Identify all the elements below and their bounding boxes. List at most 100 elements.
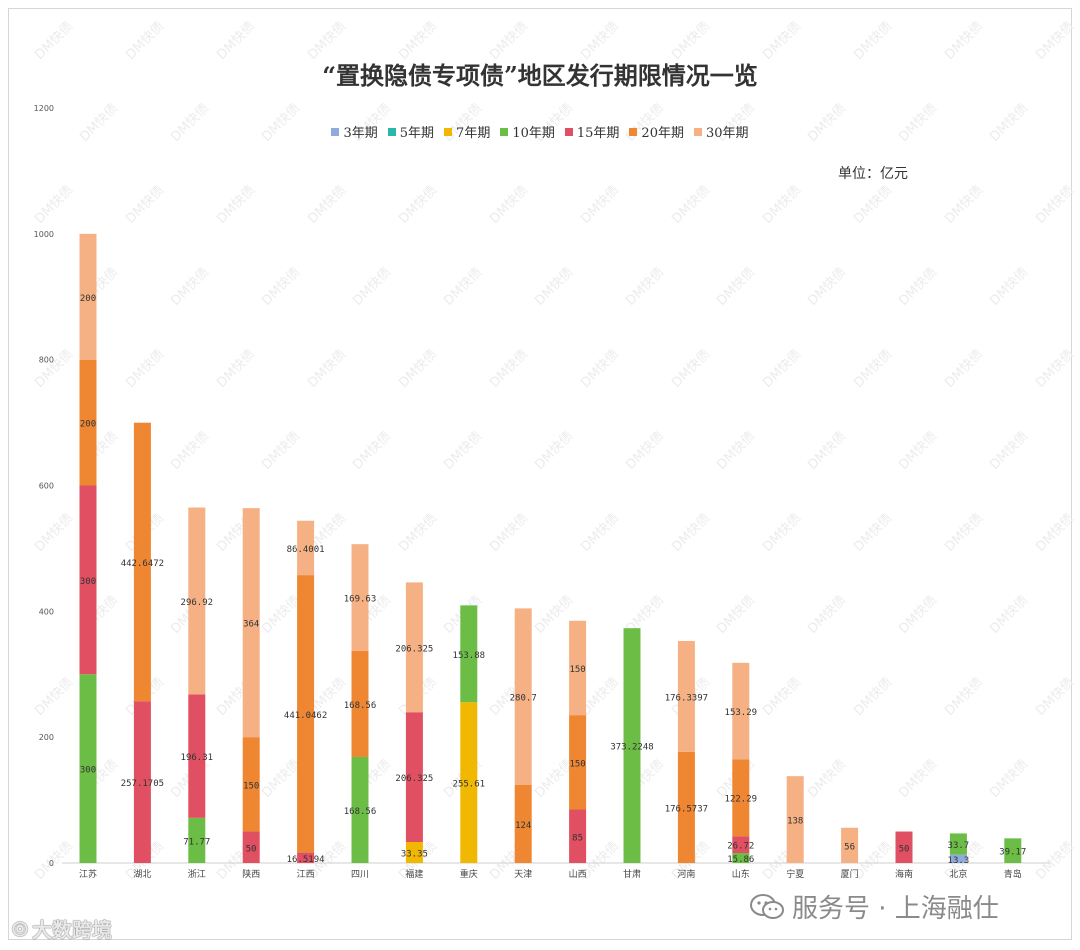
- chart-frame: [8, 8, 1072, 940]
- x-tick-label: 湖北: [133, 869, 151, 880]
- unit-label: 单位：亿元: [838, 166, 908, 182]
- data-label: 86.4001: [287, 545, 325, 555]
- bar-segment: [79, 485, 97, 675]
- legend-item: 15年期: [564, 122, 620, 141]
- bar-segment: [79, 674, 97, 863]
- data-label: 138: [787, 817, 803, 827]
- bar-segment: [732, 759, 750, 837]
- legend-item: 10年期: [500, 122, 555, 141]
- data-label: 255.61: [453, 780, 486, 790]
- legend-swatch: [387, 127, 396, 136]
- wechat-text: 服务号 · 上海融仕: [792, 894, 999, 924]
- watermark-text: DM快债: [1033, 511, 1077, 555]
- bar-segment: [677, 751, 695, 863]
- legend-label: 30年期: [705, 126, 749, 141]
- watermark-text: DM快债: [259, 593, 303, 637]
- data-label: 13.3: [948, 856, 970, 866]
- legend-item: 5年期: [387, 122, 434, 141]
- watermark-text: DM快债: [669, 511, 713, 555]
- watermark-text: DM快债: [1033, 839, 1077, 883]
- data-label: 15.86: [727, 855, 754, 865]
- bar-segment: [351, 650, 369, 757]
- legend-item: 3年期: [331, 122, 378, 141]
- bar-segment: [623, 628, 641, 863]
- data-label: 176.3397: [665, 693, 708, 703]
- x-tick-label: 江苏: [79, 868, 97, 880]
- source-logo-icon: ⦾: [12, 916, 28, 941]
- watermark-text: DM快债: [714, 593, 758, 637]
- data-label: 33.7: [948, 841, 970, 851]
- watermark-text: DM快债: [532, 265, 576, 309]
- legend-item: 30年期: [693, 122, 749, 141]
- x-tick-label: 陕西: [242, 868, 260, 880]
- data-label: 168.56: [344, 807, 377, 817]
- data-label: 300: [80, 577, 96, 587]
- source-watermark: ⦾ 大数跨境: [12, 914, 112, 943]
- bar-segment: [1004, 838, 1022, 863]
- watermark-text: DM快债: [669, 347, 713, 391]
- watermark-text: DM快债: [578, 183, 622, 227]
- y-tick-label: 800: [39, 356, 54, 365]
- watermark-text: DM快债: [987, 757, 1031, 801]
- bar-segment: [242, 737, 260, 832]
- bar-segment: [405, 712, 423, 843]
- watermark-text: DM快债: [623, 429, 667, 473]
- watermark-text: DM快债: [396, 511, 440, 555]
- data-label: 33.35: [401, 850, 428, 860]
- legend-swatch: [564, 127, 573, 136]
- watermark-text: DM快债: [851, 347, 895, 391]
- data-label: 150: [243, 781, 259, 791]
- watermark-text: DM快债: [441, 429, 485, 473]
- data-label: 85: [572, 833, 583, 843]
- legend-label: 15年期: [576, 126, 620, 141]
- x-tick-label: 青岛: [1004, 868, 1022, 880]
- watermark-text: DM快债: [214, 183, 258, 227]
- watermark-text: DM快债: [896, 429, 940, 473]
- bar-segment: [79, 233, 97, 360]
- watermark-text: DM快债: [441, 265, 485, 309]
- data-label: 200: [80, 294, 96, 304]
- x-tick-label: 河南: [677, 868, 695, 880]
- data-label: 196.31: [181, 753, 214, 763]
- data-label: 153.88: [453, 651, 486, 661]
- watermark-text: DM快债: [896, 265, 940, 309]
- watermark-text: DM快债: [760, 511, 804, 555]
- data-label: 39.17: [999, 848, 1026, 858]
- legend-item: 7年期: [444, 122, 490, 141]
- watermark-text: DM快债: [305, 347, 349, 391]
- watermark-text: DM快债: [1033, 347, 1077, 391]
- data-label: 442.6472: [121, 559, 164, 569]
- watermark-text: DM快债: [714, 429, 758, 473]
- data-label: 150: [569, 665, 585, 675]
- bar-segment: [351, 756, 369, 863]
- bar-segment: [297, 852, 315, 863]
- bar-segment: [188, 694, 206, 818]
- watermark-text: DM快债: [714, 265, 758, 309]
- wechat-badge: 服务号 · 上海融仕: [750, 888, 999, 925]
- x-tick-label: 四川: [351, 870, 369, 880]
- legend-label: 10年期: [512, 126, 555, 141]
- watermark-text: DM快债: [168, 429, 212, 473]
- bar-segment: [732, 836, 750, 854]
- bar-segment: [297, 575, 315, 853]
- data-label: 124: [515, 821, 531, 831]
- y-tick-label: 600: [39, 482, 54, 491]
- x-tick-label: 福建: [405, 868, 423, 880]
- bar-segment: [188, 507, 206, 695]
- watermark-text: DM快债: [32, 511, 76, 555]
- watermark-text: DM快债: [487, 347, 531, 391]
- bar-segment: [460, 605, 478, 703]
- bar-segment: [841, 827, 859, 863]
- bar-segment: [133, 422, 151, 702]
- wechat-icon: [750, 893, 784, 919]
- watermark-text: DM快债: [1033, 675, 1077, 719]
- watermark-text: DM快债: [259, 429, 303, 473]
- watermark-text: DM快债: [123, 183, 167, 227]
- watermark-text: DM快债: [305, 183, 349, 227]
- y-tick-label: 1200: [34, 104, 54, 113]
- data-label: 441.0462: [284, 711, 327, 721]
- watermark-text: DM快债: [942, 347, 986, 391]
- watermark-text: DM快债: [32, 839, 76, 883]
- chart-title: “置换隐债专项债”地区发行期限情况一览: [322, 61, 758, 90]
